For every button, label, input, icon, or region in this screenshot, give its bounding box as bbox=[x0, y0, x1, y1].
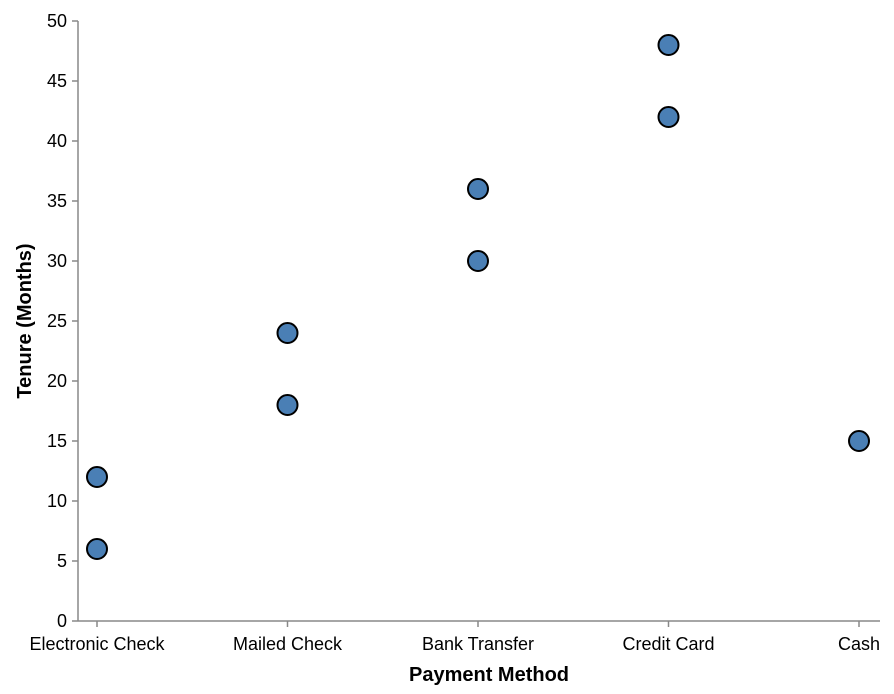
x-axis-title: Payment Method bbox=[409, 664, 569, 686]
y-tick-label: 0 bbox=[57, 611, 67, 631]
data-point bbox=[467, 178, 489, 200]
x-tick-label: Credit Card bbox=[622, 634, 714, 654]
data-point bbox=[467, 250, 489, 272]
y-tick-label: 20 bbox=[47, 371, 67, 391]
data-points bbox=[86, 34, 870, 560]
y-tick-label: 10 bbox=[47, 491, 67, 511]
x-tick-label: Electronic Check bbox=[29, 634, 165, 654]
x-tick-label: Bank Transfer bbox=[422, 634, 534, 654]
x-tick-label: Cash bbox=[838, 634, 880, 654]
data-point bbox=[86, 466, 108, 488]
y-tick-label: 25 bbox=[47, 311, 67, 331]
y-tick-label: 35 bbox=[47, 191, 67, 211]
y-tick-label: 50 bbox=[47, 11, 67, 31]
y-tick-label: 30 bbox=[47, 251, 67, 271]
y-tick-label: 5 bbox=[57, 551, 67, 571]
y-axis: 0 5 10 15 20 25 30 35 40 45 50 bbox=[47, 11, 79, 631]
data-point bbox=[848, 430, 870, 452]
x-tick-label: Mailed Check bbox=[233, 634, 343, 654]
data-point bbox=[657, 34, 680, 56]
y-tick-label: 40 bbox=[47, 131, 67, 151]
y-tick-label: 45 bbox=[47, 71, 67, 91]
data-point bbox=[276, 394, 299, 416]
data-point bbox=[657, 106, 680, 128]
y-tick-label: 15 bbox=[47, 431, 67, 451]
x-axis: Electronic Check Mailed Check Bank Transfe… bbox=[29, 620, 880, 654]
y-axis-title: Tenure (Months) bbox=[14, 243, 36, 398]
data-point bbox=[276, 322, 299, 344]
data-point bbox=[86, 538, 108, 560]
